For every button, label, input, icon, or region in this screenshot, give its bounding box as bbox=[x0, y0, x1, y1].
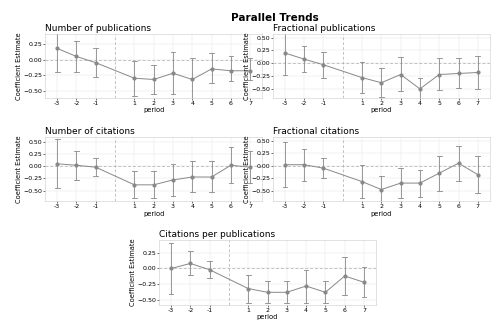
Text: Number of citations: Number of citations bbox=[45, 127, 135, 136]
X-axis label: period: period bbox=[257, 314, 278, 320]
Y-axis label: Coefficient Estimate: Coefficient Estimate bbox=[244, 135, 250, 203]
Y-axis label: Coefficient Estimate: Coefficient Estimate bbox=[16, 135, 22, 203]
Y-axis label: Coefficient Estimate: Coefficient Estimate bbox=[244, 32, 250, 99]
Y-axis label: Coefficient Estimate: Coefficient Estimate bbox=[16, 32, 22, 99]
Text: Fractional citations: Fractional citations bbox=[272, 127, 359, 136]
Y-axis label: Coefficient Estimate: Coefficient Estimate bbox=[130, 239, 136, 307]
X-axis label: period: period bbox=[143, 107, 165, 113]
X-axis label: period: period bbox=[143, 211, 165, 217]
Text: Number of publications: Number of publications bbox=[45, 24, 151, 33]
Text: Fractional publications: Fractional publications bbox=[272, 24, 375, 33]
Text: Citations per publications: Citations per publications bbox=[159, 230, 275, 240]
Text: Parallel Trends: Parallel Trends bbox=[231, 13, 319, 23]
X-axis label: period: period bbox=[370, 107, 392, 113]
X-axis label: period: period bbox=[370, 211, 392, 217]
